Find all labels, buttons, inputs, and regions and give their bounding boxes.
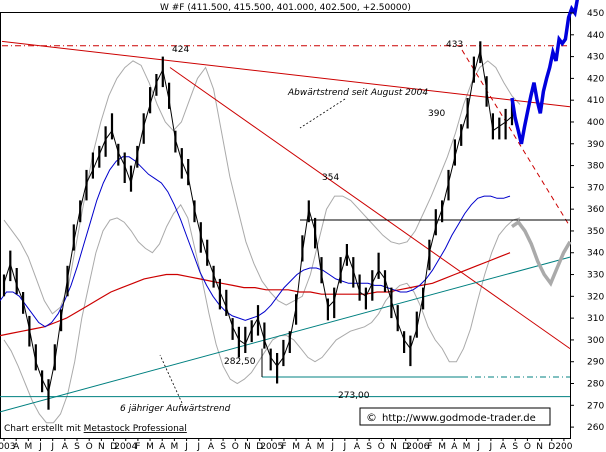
y-tick-label: 370 — [587, 183, 604, 193]
x-tick-label: 2003 — [0, 442, 15, 452]
x-tick-label: J — [476, 442, 480, 452]
x-tick-label: J — [196, 442, 200, 452]
x-tick-label: 2004 — [114, 442, 137, 452]
y-tick-label: 320 — [587, 292, 604, 302]
x-tick-label: A — [159, 442, 166, 452]
series-price — [3, 49, 513, 394]
copyright-box — [359, 407, 551, 426]
x-tick-label: J — [489, 442, 493, 452]
label-390: 390 — [428, 109, 445, 119]
credit-link[interactable]: Metastock Professional — [84, 424, 187, 434]
label-282-50: 282,50 — [224, 357, 256, 367]
y-tick-label: 400 — [587, 118, 604, 128]
x-tick-label: O — [232, 442, 239, 452]
x-tick-label: M — [438, 442, 446, 452]
x-axis-ticks: 2003AMJJASOND2004FMAMJJASOND2005FMAMJJAS… — [0, 438, 573, 452]
x-tick-label: A — [62, 442, 69, 452]
y-tick-label: 280 — [587, 380, 604, 390]
x-tick-label: S — [220, 442, 226, 452]
y-tick-label: 420 — [587, 74, 604, 84]
y-tick-label: 290 — [587, 358, 604, 368]
y-tick-label: 330 — [587, 271, 604, 281]
y-tick-label: 340 — [587, 249, 604, 259]
x-tick-label: S — [366, 442, 372, 452]
uptrend-line — [0, 256, 571, 413]
x-tick-label: M — [463, 442, 471, 452]
x-tick-label: A — [354, 442, 361, 452]
x-tick-label: 2006 — [406, 442, 429, 452]
y-tick-label: 450 — [587, 9, 604, 19]
x-tick-label: F — [427, 442, 432, 452]
copyright-symbol: © — [366, 411, 377, 424]
x-tick-label: A — [500, 442, 507, 452]
uptrend-pointer — [159, 354, 183, 404]
projections — [510, 0, 579, 287]
x-tick-label: M — [317, 442, 325, 452]
y-tick-label: 380 — [587, 162, 604, 172]
x-tick-label: A — [13, 442, 20, 452]
downtrend-line — [1, 40, 571, 108]
x-tick-label: 200 — [555, 442, 572, 452]
x-tick-label: D — [402, 442, 409, 452]
x-tick-label: N — [536, 442, 543, 452]
x-tick-label: D — [256, 442, 263, 452]
downtrend-pointer — [299, 98, 346, 129]
label-273-00: 273,00 — [338, 391, 370, 401]
series-grey-projection — [511, 219, 572, 287]
series-blue-projection — [510, 0, 579, 145]
y-tick-label: 260 — [587, 423, 604, 433]
x-tick-label: A — [451, 442, 458, 452]
x-tick-label: S — [512, 442, 518, 452]
y-tick-label: 350 — [587, 227, 604, 237]
x-tick-label: S — [74, 442, 80, 452]
y-tick-label: 300 — [587, 336, 604, 346]
x-tick-label: A — [305, 442, 312, 452]
y-tick-label: 310 — [587, 314, 604, 324]
y-tick-label: 360 — [587, 205, 604, 215]
x-tick-label: M — [24, 442, 32, 452]
credit-prefix: Chart erstellt mit — [4, 424, 84, 434]
x-tick-label: 2005 — [260, 442, 283, 452]
x-tick-label: O — [378, 442, 385, 452]
x-tick-label: J — [50, 442, 54, 452]
label-354: 354 — [322, 173, 339, 183]
credit-text: Chart erstellt mit Metastock Professiona… — [4, 424, 187, 434]
x-tick-label: M — [171, 442, 179, 452]
x-tick-label: J — [184, 442, 188, 452]
label-424: 424 — [172, 45, 189, 55]
price-bars — [2, 41, 514, 410]
label-uptrend: 6 jähriger Aufwärtstrend — [120, 404, 231, 414]
x-tick-label: A — [208, 442, 215, 452]
x-tick-label: F — [281, 442, 286, 452]
x-tick-label: D — [110, 442, 117, 452]
label-downtrend: Abwärtstrend seit August 2004 — [287, 88, 428, 98]
plot-frame — [0, 12, 571, 439]
x-tick-label: N — [98, 442, 105, 452]
y-axis-ticks: 260 270 280 290 300 310 320 330 340 350 360 370 380 3… — [570, 9, 604, 433]
x-tick-label: N — [390, 442, 397, 452]
x-tick-label: F — [135, 442, 140, 452]
x-tick-label: D — [548, 442, 555, 452]
y-tick-label: 410 — [587, 96, 604, 106]
y-tick-label: 270 — [587, 401, 604, 411]
x-tick-label: O — [86, 442, 93, 452]
y-tick-label: 430 — [587, 53, 604, 63]
trend-lines — [0, 40, 571, 413]
series-upper-band — [3, 60, 521, 315]
decline-433-line — [461, 49, 571, 227]
x-tick-label: M — [292, 442, 300, 452]
x-tick-label: O — [524, 442, 531, 452]
x-tick-label: J — [342, 442, 346, 452]
y-tick-label: 390 — [587, 140, 604, 150]
chart-title: W #F (411.500, 415.500, 401.000, 402.500… — [160, 3, 411, 13]
x-tick-label: J — [330, 442, 334, 452]
x-tick-label: M — [146, 442, 154, 452]
label-433: 433 — [446, 40, 463, 50]
x-tick-label: J — [38, 442, 42, 452]
y-tick-label: 440 — [587, 31, 604, 41]
decline-line — [169, 67, 571, 350]
x-tick-label: N — [244, 442, 251, 452]
copyright-url[interactable]: http://www.godmode-trader.de — [382, 413, 536, 424]
